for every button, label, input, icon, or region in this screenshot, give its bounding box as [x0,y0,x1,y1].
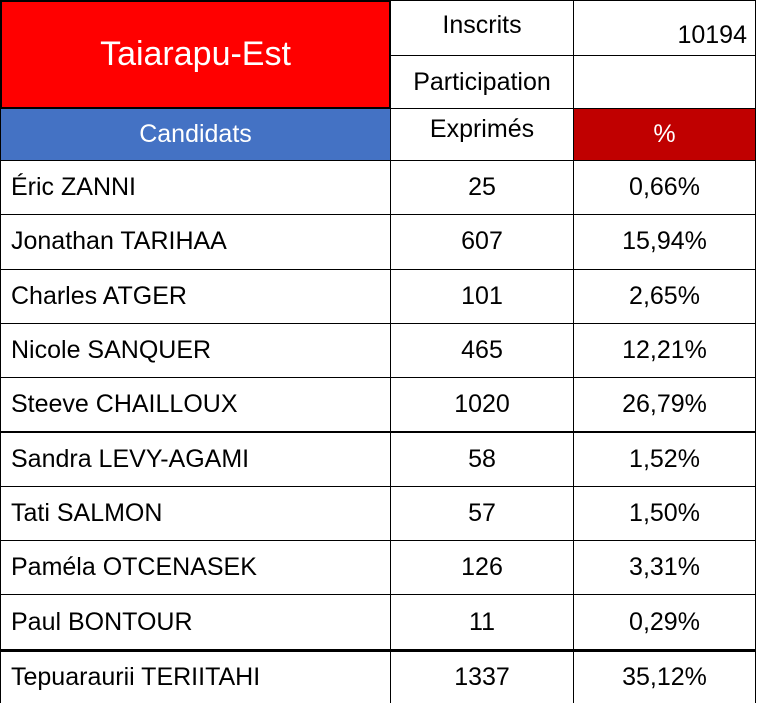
votes: 58 [390,431,574,487]
column-header: Exprimés [390,108,574,161]
percentage: 26,79% [573,377,756,433]
column-header: Candidats [0,108,391,161]
percentage: 2,65% [573,268,756,324]
percentage: 1,50% [573,485,756,542]
votes: 11 [390,594,574,650]
percentage: 15,94% [573,214,756,270]
candidate-name: Jonathan TARIHAA [0,214,391,270]
candidate-name: Charles ATGER [0,268,391,324]
votes: 101 [390,268,574,324]
votes: 607 [390,214,574,270]
candidate-name: Steeve CHAILLOUX [0,377,391,433]
percentage: 3,31% [573,540,756,596]
votes: 25 [390,160,574,216]
votes: 465 [390,322,574,379]
percentage: 35,12% [573,648,756,703]
candidate-name: Sandra LEVY-AGAMI [0,431,391,487]
inscrits-value: 10194 [573,0,756,56]
percentage: 0,66% [573,160,756,216]
candidate-name: Nicole SANQUER [0,322,391,379]
candidate-name: Tepuaraurii TERIITAHI [0,648,391,703]
percentage: 0,29% [573,594,756,650]
candidate-name: Paul BONTOUR [0,594,391,650]
candidate-name: Éric ZANNI [0,160,391,216]
participation-label: Participation [390,55,574,109]
votes: 1337 [390,648,574,703]
votes: 1020 [390,377,574,433]
participation-value [573,55,756,109]
percentage: 1,52% [573,431,756,487]
inscrits-label: Inscrits [390,0,574,56]
candidate-name: Paméla OTCENASEK [0,540,391,596]
title-cell: Taiarapu-Est [0,0,391,109]
votes: 57 [390,485,574,542]
column-header: % [573,108,756,161]
percentage: 12,21% [573,322,756,379]
votes: 126 [390,540,574,596]
candidate-name: Tati SALMON [0,485,391,542]
